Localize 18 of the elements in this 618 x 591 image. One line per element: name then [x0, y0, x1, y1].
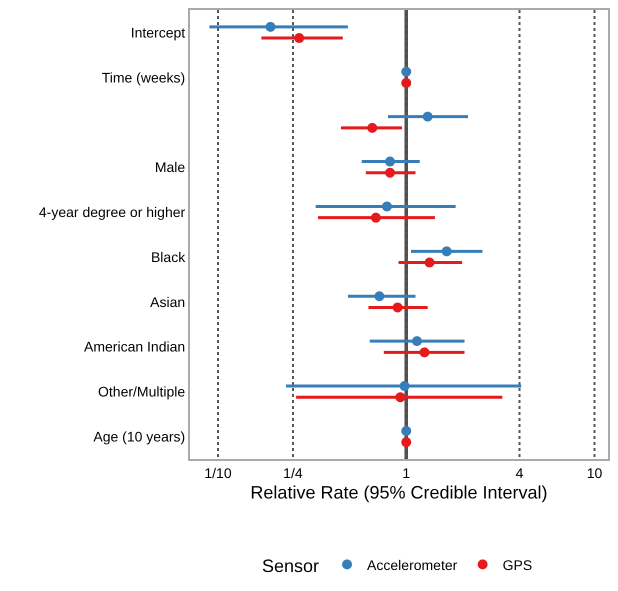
x-tick-label: 1 [402, 464, 410, 481]
x-tick-label: 1/10 [204, 464, 232, 481]
y-tick-label: Age (10 years) [93, 428, 186, 444]
x-tick-label: 1/4 [283, 464, 303, 481]
legend-label: Accelerometer [367, 556, 458, 573]
legend-title: Sensor [262, 556, 320, 576]
y-tick-label: Black [150, 248, 186, 265]
y-tick-label: Intercept [130, 24, 186, 40]
x-axis-title: Relative Rate (95% Credible Interval) [250, 482, 548, 502]
x-tick-label: 4 [516, 464, 524, 481]
y-tick-label: Other/Multiple [98, 384, 186, 400]
x-tick-label: 10 [586, 464, 602, 481]
y-tick-label: Asian [150, 294, 186, 310]
legend-label: GPS [502, 556, 532, 573]
y-tick-label: Time (weeks) [102, 69, 186, 86]
y-tick-label: Male [154, 159, 186, 176]
y-tick-label: American Indian [84, 338, 186, 355]
y-tick-label: 4-year degree or higher [38, 204, 186, 220]
